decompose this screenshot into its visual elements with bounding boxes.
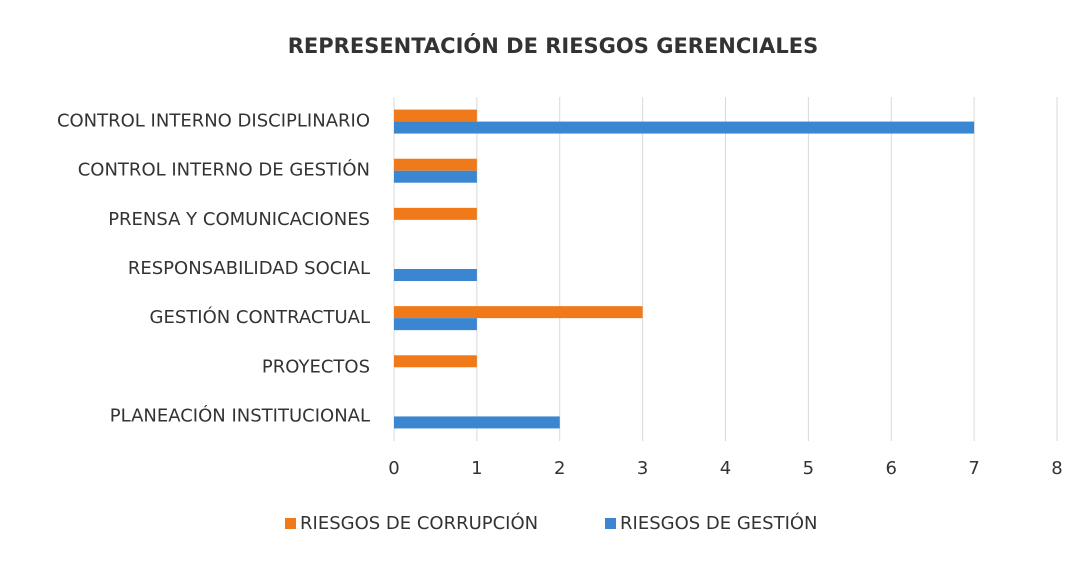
y-tick-label: CONTROL INTERNO DE GESTIÓN bbox=[78, 159, 370, 181]
y-tick-label: PROYECTOS bbox=[262, 356, 370, 377]
x-tick-label: 3 bbox=[637, 458, 648, 479]
bar bbox=[394, 355, 477, 368]
bar bbox=[394, 416, 560, 429]
bar bbox=[394, 306, 643, 319]
y-tick-label: GESTIÓN CONTRACTUAL bbox=[150, 306, 370, 328]
x-tick-label: 8 bbox=[1051, 458, 1062, 479]
bar bbox=[394, 318, 477, 331]
x-tick-label: 5 bbox=[803, 458, 814, 479]
bar bbox=[394, 121, 975, 134]
y-tick-label: RESPONSABILIDAD SOCIAL bbox=[128, 258, 370, 279]
chart-title: REPRESENTACIÓN DE RIESGOS GERENCIALES bbox=[288, 33, 818, 58]
x-tick-label: 2 bbox=[554, 458, 565, 479]
bar bbox=[394, 269, 477, 281]
x-tick-label: 6 bbox=[886, 458, 897, 479]
y-tick-label: PLANEACIÓN INSTITUCIONAL bbox=[110, 404, 370, 426]
x-tick-label: 7 bbox=[968, 458, 979, 479]
y-tick-label: CONTROL INTERNO DISCIPLINARIO bbox=[57, 111, 370, 132]
legend-label: RIESGOS DE GESTIÓN bbox=[620, 512, 818, 534]
bar bbox=[394, 170, 477, 183]
bar bbox=[394, 207, 477, 220]
x-tick-label: 4 bbox=[720, 458, 731, 479]
legend-label: RIESGOS DE CORRUPCIÓN bbox=[300, 512, 538, 534]
legend-swatch bbox=[285, 518, 296, 529]
bar bbox=[394, 158, 477, 171]
bar bbox=[394, 109, 477, 122]
y-tick-label: PRENSA Y COMUNICACIONES bbox=[108, 209, 370, 230]
x-tick-label: 0 bbox=[388, 458, 399, 479]
legend-swatch bbox=[605, 518, 616, 529]
x-tick-label: 1 bbox=[471, 458, 482, 479]
